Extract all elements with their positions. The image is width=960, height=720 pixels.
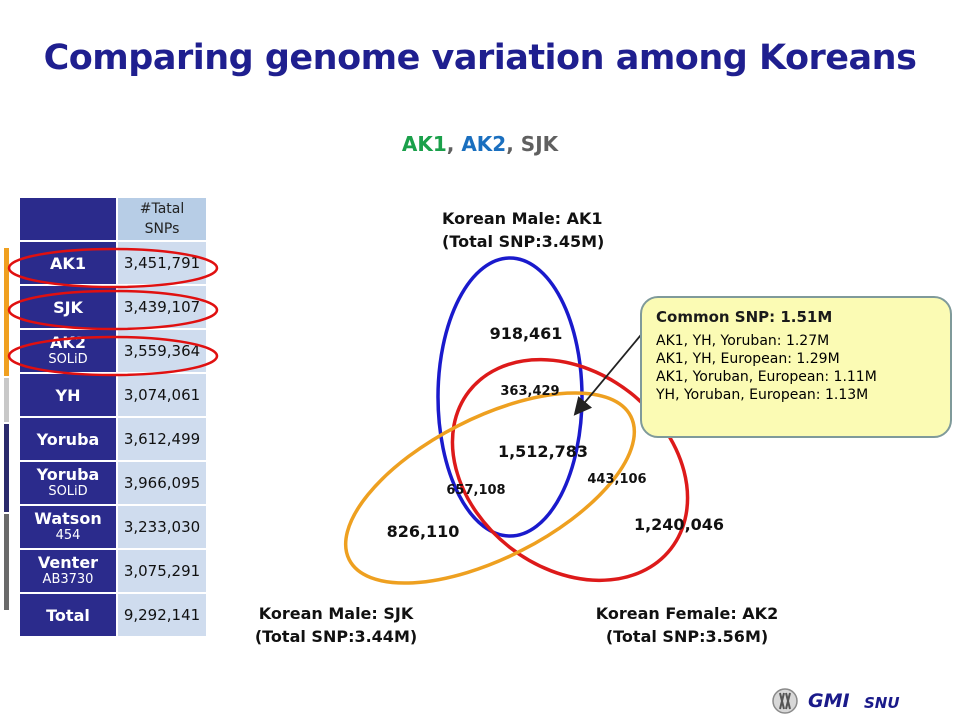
row-platform: 454 — [55, 528, 81, 543]
table-row: Watson 454 3,233,030 — [18, 504, 208, 550]
sjk-label-line2: (Total SNP:3.44M) — [255, 627, 417, 646]
row-value: 3,075,291 — [116, 548, 208, 594]
count-ak1-ak2: 363,429 — [500, 384, 559, 399]
count-ak1-sjk: 657,108 — [446, 483, 505, 498]
chromosome-logo-icon — [772, 688, 798, 714]
table-header-row: #Tatal SNPs — [18, 196, 208, 242]
callout-line: YH, Yoruban, European: 1.13M — [656, 387, 869, 403]
header-line2: SNPs — [144, 221, 180, 237]
row-value: 3,612,499 — [116, 416, 208, 462]
row-platform: SOLiD — [48, 352, 88, 367]
row-name: Venter AB3730 — [18, 548, 118, 594]
row-name-text: Yoruba — [36, 429, 100, 449]
sjk-label-line1: Korean Male: SJK — [259, 604, 414, 623]
row-name: Total — [18, 592, 118, 638]
table-header-snps: #Tatal SNPs — [116, 196, 208, 242]
ak2-label-line1: Korean Female: AK2 — [596, 604, 778, 623]
count-center: 1,512,783 — [498, 442, 588, 461]
count-sjk-only: 826,110 — [387, 522, 460, 541]
row-platform: AB3730 — [42, 572, 94, 587]
table-row: Yoruba SOLiD 3,966,095 — [18, 460, 208, 506]
header-line1: #Tatal — [139, 201, 185, 217]
row-name: Watson 454 — [18, 504, 118, 550]
subtitle-ak1: AK1 — [401, 132, 447, 156]
row-name-text: Watson — [34, 509, 102, 528]
row-name: YH — [18, 372, 118, 418]
highlight-ring-ak1 — [7, 247, 219, 289]
table-header-empty — [18, 196, 118, 242]
callout-line: AK1, YH, European: 1.29M — [656, 351, 840, 367]
row-value: 3,966,095 — [116, 460, 208, 506]
highlight-ring-ak2 — [7, 335, 219, 377]
group-bar-korean — [4, 248, 9, 376]
callout-line: AK1, YH, Yoruban: 1.27M — [656, 333, 830, 349]
snp-table: #Tatal SNPs AK1 3,451,791 SJK 3,439,107 … — [18, 196, 208, 638]
table-row: Total 9,292,141 — [18, 592, 208, 638]
count-ak2-only: 1,240,046 — [634, 515, 724, 534]
subtitle-ak2: AK2 — [461, 132, 507, 156]
row-value: 9,292,141 — [116, 592, 208, 638]
logo-subtext: SNU — [864, 694, 900, 712]
row-name-text: YH — [55, 385, 81, 405]
table-row: Yoruba 3,612,499 — [18, 416, 208, 462]
row-name-text: Venter — [37, 553, 99, 572]
callout-title: Common SNP: 1.51M — [656, 308, 833, 326]
row-value: 3,559,364 — [116, 328, 208, 374]
ak2-set-ellipse — [450, 357, 690, 583]
row-value: 3,233,030 — [116, 504, 208, 550]
highlight-ring-sjk — [7, 289, 219, 331]
subtitle-separator: , — [506, 132, 521, 156]
row-value: 3,074,061 — [116, 372, 208, 418]
count-ak1-only: 918,461 — [490, 324, 563, 343]
logo-text: GMI — [808, 690, 850, 712]
common-snp-callout: Common SNP: 1.51M AK1, YH, Yoruban: 1.27… — [640, 296, 952, 438]
table-row: YH 3,074,061 — [18, 372, 208, 418]
row-name: Yoruba — [18, 416, 118, 462]
sjk-set-ellipse — [343, 391, 637, 585]
group-bar-asian — [4, 378, 9, 422]
page-title: Comparing genome variation among Koreans — [43, 38, 917, 78]
callout-line: AK1, Yoruban, European: 1.11M — [656, 369, 877, 385]
row-name-text: Total — [46, 605, 90, 625]
group-bar-european — [4, 514, 9, 610]
ak2-label-line2: (Total SNP:3.56M) — [606, 627, 768, 646]
subtitle: AK1, AK2, SJK — [0, 132, 960, 156]
row-name-text: SJK — [53, 297, 83, 317]
ak1-label-line1: Korean Male: AK1 — [442, 209, 603, 228]
row-name-text: AK1 — [50, 253, 86, 273]
count-sjk-ak2: 443,106 — [587, 472, 646, 487]
subtitle-separator: , — [446, 132, 462, 156]
gmi-snu-logo: GMI SNU — [772, 688, 906, 716]
row-platform: SOLiD — [48, 484, 88, 499]
subtitle-sjk: SJK — [520, 132, 559, 156]
row-name: Yoruba SOLiD — [18, 460, 118, 506]
ak1-label-line2: (Total SNP:3.45M) — [442, 232, 604, 251]
table-row: Venter AB3730 3,075,291 — [18, 548, 208, 594]
group-bar-african — [4, 424, 9, 512]
row-name-text: Yoruba — [36, 465, 100, 484]
row-name: AK1 — [18, 240, 118, 286]
